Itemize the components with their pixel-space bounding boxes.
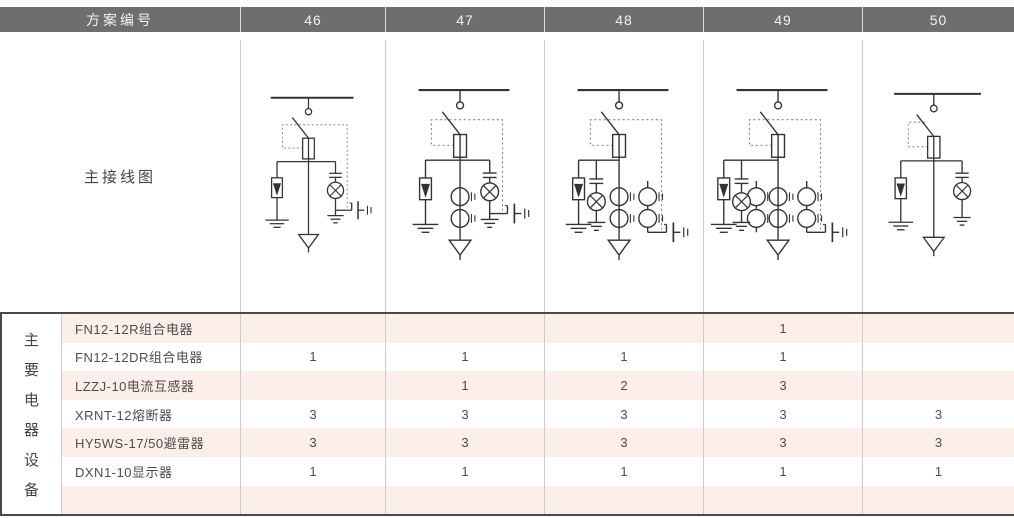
wiring-diagram-label: 主接线图 xyxy=(83,168,156,186)
table-row: DXN1-10显示器 1 1 1 1 1 xyxy=(62,456,1014,486)
table-row: FN12-12DR组合电器 1 1 1 1 xyxy=(62,342,1014,372)
count-cell-scheme-50: 3 xyxy=(862,399,1014,429)
equipment-name: LZZJ-10电流互感器 xyxy=(75,378,195,394)
wiring-diagram-46 xyxy=(265,96,372,253)
equipment-name: DXN1-10显示器 xyxy=(75,464,173,480)
equipment-name: FN12-12DR组合电器 xyxy=(75,350,203,366)
wiring-diagram-48 xyxy=(565,89,689,260)
count-cell-scheme-47: 1 xyxy=(385,456,544,486)
count-cell-scheme-47: 3 xyxy=(385,428,544,457)
count-cell-scheme-47 xyxy=(385,314,544,343)
count-cell-scheme-49: 1 xyxy=(703,456,862,486)
count-cell-scheme-48 xyxy=(544,314,703,343)
group-label-char: 器 xyxy=(23,421,39,439)
count-cell-scheme-49 xyxy=(703,485,862,515)
count-cell-scheme-46: 1 xyxy=(240,342,385,372)
count-cell-scheme-49: 1 xyxy=(703,314,862,343)
scheme-number-label: 方案编号 xyxy=(86,11,154,28)
count-cell-scheme-49: 3 xyxy=(703,371,862,400)
count-cell-scheme-46 xyxy=(240,485,385,515)
count-cell-scheme-50 xyxy=(862,342,1014,372)
count-cell-scheme-49: 3 xyxy=(703,399,862,429)
table-row: HY5WS-17/50避雷器 3 3 3 3 3 xyxy=(62,428,1014,457)
count-cell-scheme-48 xyxy=(544,485,703,515)
count-cell-scheme-50 xyxy=(862,485,1014,515)
count-cell-scheme-47: 1 xyxy=(385,342,544,372)
equipment-name: FN12-12R组合电器 xyxy=(75,321,193,337)
wiring-diagram-cell-49 xyxy=(703,40,862,312)
equipment-section: 主要电器设备 FN12-12R组合电器 1 FN12-12DR组合电器 1 1 1 1 LZZ… xyxy=(0,312,1014,517)
group-label-char: 要 xyxy=(23,361,39,379)
equipment-name: HY5WS-17/50避雷器 xyxy=(75,436,205,452)
count-cell-scheme-47: 1 xyxy=(385,371,544,400)
count-cell-scheme-48: 1 xyxy=(544,456,703,486)
scheme-number-header: 方案编号 46 47 48 49 50 xyxy=(0,7,1014,32)
table-row: XRNT-12熔断器 3 3 3 3 3 xyxy=(62,399,1014,429)
wiring-diagram-cell-46 xyxy=(240,40,385,312)
count-cell-scheme-50 xyxy=(862,371,1014,400)
count-cell-scheme-50 xyxy=(862,314,1014,343)
wiring-diagram-row: 主接线图 xyxy=(0,40,1014,312)
table-row: LZZJ-10电流互感器 1 2 3 xyxy=(62,371,1014,400)
count-cell-scheme-50: 1 xyxy=(862,456,1014,486)
count-cell-scheme-46: 3 xyxy=(240,428,385,457)
wiring-diagram-cell-48 xyxy=(544,40,703,312)
header-scheme-50: 50 xyxy=(862,7,1014,32)
equipment-group-label: 主要电器设备 xyxy=(2,314,62,515)
count-cell-scheme-47: 3 xyxy=(385,399,544,429)
count-cell-scheme-48: 2 xyxy=(544,371,703,400)
equipment-name xyxy=(62,486,240,515)
table-row xyxy=(62,485,1014,515)
header-scheme-46: 46 xyxy=(240,7,385,32)
count-cell-scheme-46 xyxy=(240,371,385,400)
wiring-diagram-47 xyxy=(412,89,530,260)
wiring-diagram-cell-50 xyxy=(862,40,1014,312)
table-row: FN12-12R组合电器 1 xyxy=(62,314,1014,343)
group-label-char: 电 xyxy=(23,391,39,409)
count-cell-scheme-48: 3 xyxy=(544,399,703,429)
count-cell-scheme-48: 3 xyxy=(544,428,703,457)
wiring-diagram-50 xyxy=(888,92,981,257)
group-label-char: 备 xyxy=(23,481,39,499)
count-cell-scheme-46: 3 xyxy=(240,399,385,429)
count-cell-scheme-49: 3 xyxy=(703,428,862,457)
wiring-diagram-49 xyxy=(710,89,848,260)
group-label-char: 设 xyxy=(23,451,39,469)
equipment-table: FN12-12R组合电器 1 FN12-12DR组合电器 1 1 1 1 LZZJ-10电流互… xyxy=(62,314,1014,515)
header-scheme-47: 47 xyxy=(385,7,544,32)
wiring-diagram-cell-47 xyxy=(385,40,544,312)
count-cell-scheme-50: 3 xyxy=(862,428,1014,457)
header-scheme-48: 48 xyxy=(544,7,703,32)
group-label-char: 主 xyxy=(23,331,39,349)
count-cell-scheme-46: 1 xyxy=(240,456,385,486)
count-cell-scheme-46 xyxy=(240,314,385,343)
equipment-name: XRNT-12熔断器 xyxy=(75,407,173,423)
count-cell-scheme-48: 1 xyxy=(544,342,703,372)
count-cell-scheme-47 xyxy=(385,485,544,515)
header-scheme-49: 49 xyxy=(703,7,862,32)
count-cell-scheme-49: 1 xyxy=(703,342,862,372)
